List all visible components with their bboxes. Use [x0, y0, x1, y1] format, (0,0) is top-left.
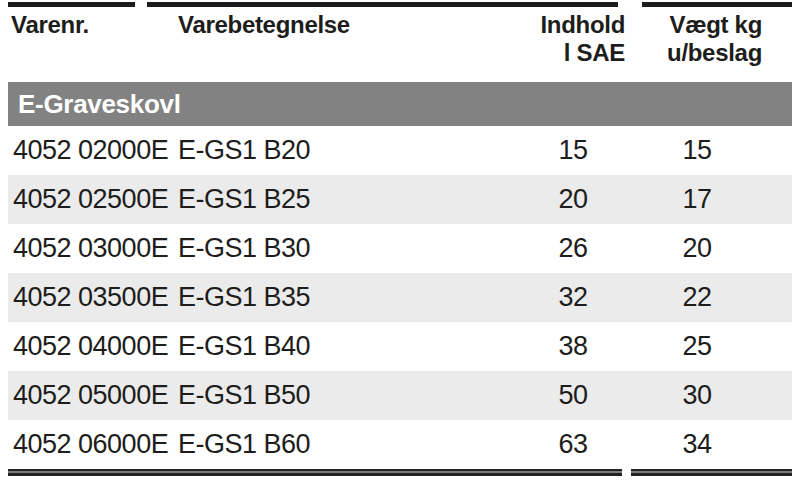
table-row: 4052 02000EE-GS1 B201515	[8, 126, 792, 175]
table-row: 4052 02500EE-GS1 B252017	[8, 175, 792, 224]
table-row: 4052 06000EE-GS1 B606334	[8, 420, 792, 469]
cell-vaegt: 30	[638, 371, 792, 420]
table-row: 4052 05000EE-GS1 B505030	[8, 371, 792, 420]
catalog-spec-table-page: Varenr. Varebetegnelse Indhold l SAE Væg…	[0, 0, 800, 483]
cell-varenr: 4052 02000E	[8, 126, 178, 175]
table-header-row: Varenr. Varebetegnelse Indhold l SAE Væg…	[8, 7, 792, 71]
table-body: 4052 02000EE-GS1 B2015154052 02500EE-GS1…	[8, 126, 792, 469]
table-bottom-rule	[8, 469, 792, 476]
column-header-indhold-line1: Indhold	[478, 11, 625, 39]
cell-varebetegnelse: E-GS1 B50	[178, 371, 478, 420]
cell-vaegt: 22	[638, 273, 792, 322]
section-header-e-graveskovl: E-Graveskovl	[8, 82, 792, 126]
cell-vaegt: 20	[638, 224, 792, 273]
cell-varenr: 4052 05000E	[8, 371, 178, 420]
column-header-indhold-line2: l SAE	[478, 39, 625, 67]
top-rule-gap	[618, 2, 642, 7]
cell-varenr: 4052 03500E	[8, 273, 178, 322]
cell-varebetegnelse: E-GS1 B40	[178, 322, 478, 371]
column-header-varenr: Varenr.	[8, 11, 178, 71]
cell-indhold: 63	[478, 420, 638, 469]
cell-varenr: 4052 04000E	[8, 322, 178, 371]
cell-vaegt: 25	[638, 322, 792, 371]
column-header-varebetegnelse: Varebetegnelse	[178, 11, 478, 71]
cell-varenr: 4052 03000E	[8, 224, 178, 273]
cell-varebetegnelse: E-GS1 B30	[178, 224, 478, 273]
cell-vaegt: 15	[638, 126, 792, 175]
cell-varebetegnelse: E-GS1 B60	[178, 420, 478, 469]
top-rule-gap	[135, 2, 147, 7]
column-header-vaegt-line2: u/beslag	[638, 39, 762, 67]
cell-indhold: 38	[478, 322, 638, 371]
cell-indhold: 32	[478, 273, 638, 322]
table-row: 4052 04000EE-GS1 B403825	[8, 322, 792, 371]
cell-vaegt: 17	[638, 175, 792, 224]
cell-varebetegnelse: E-GS1 B25	[178, 175, 478, 224]
cell-varenr: 4052 06000E	[8, 420, 178, 469]
cell-varenr: 4052 02500E	[8, 175, 178, 224]
column-header-vaegt: Vægt kg u/beslag	[638, 11, 792, 71]
table-row: 4052 03500EE-GS1 B353222	[8, 273, 792, 322]
cell-indhold: 20	[478, 175, 638, 224]
table-top-rule	[8, 2, 792, 7]
cell-indhold: 26	[478, 224, 638, 273]
cell-varebetegnelse: E-GS1 B20	[178, 126, 478, 175]
bottom-rule-gap	[622, 469, 631, 476]
column-header-vaegt-line1: Vægt kg	[638, 11, 762, 39]
cell-indhold: 15	[478, 126, 638, 175]
table-row: 4052 03000EE-GS1 B302620	[8, 224, 792, 273]
cell-indhold: 50	[478, 371, 638, 420]
cell-varebetegnelse: E-GS1 B35	[178, 273, 478, 322]
column-header-indhold: Indhold l SAE	[478, 11, 638, 71]
cell-vaegt: 34	[638, 420, 792, 469]
